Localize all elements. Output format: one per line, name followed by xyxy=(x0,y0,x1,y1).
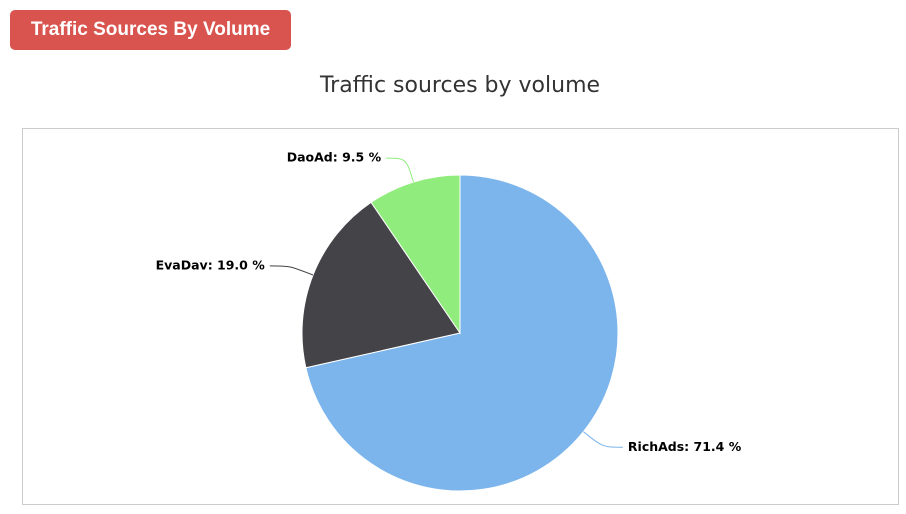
data-label: RichAds: 71.4 % xyxy=(628,439,742,454)
data-label: DaoAd: 9.5 % xyxy=(287,150,382,165)
connector xyxy=(269,265,314,276)
pie-slice xyxy=(301,201,461,369)
connector xyxy=(583,431,623,448)
chart-title: Traffic sources by volume xyxy=(319,73,600,98)
header-badge: Traffic Sources By Volume xyxy=(10,10,291,50)
connector xyxy=(386,157,414,183)
data-label: EvaDav: 19.0 % xyxy=(156,257,266,272)
pie-slice xyxy=(305,174,619,492)
